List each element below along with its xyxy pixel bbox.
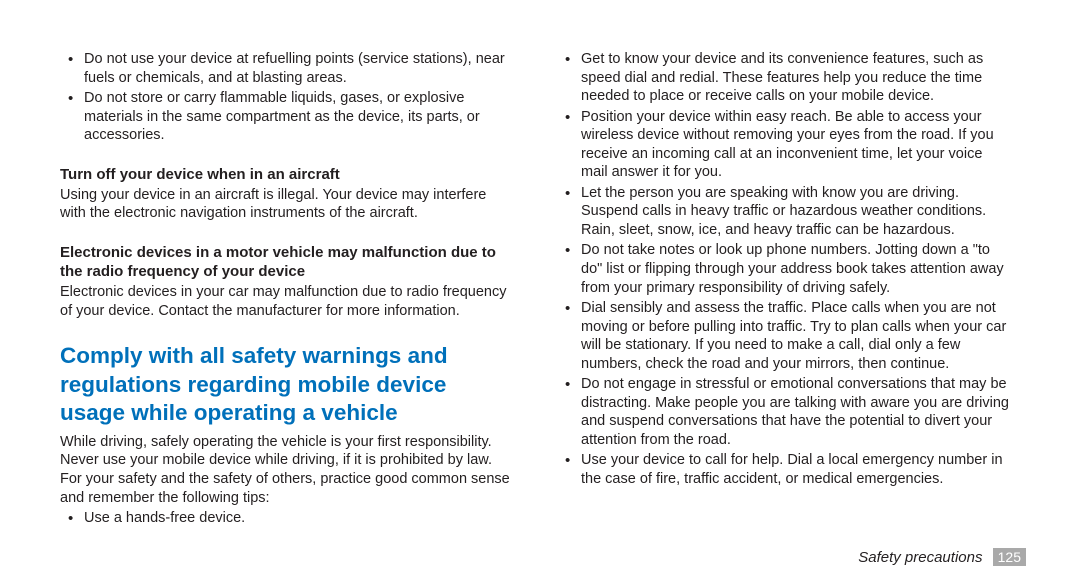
body-aircraft: Using your device in an aircraft is ille… bbox=[60, 186, 515, 223]
bullet-list-right: Get to know your device and its convenie… bbox=[557, 50, 1012, 489]
bullet-item: Let the person you are speaking with kno… bbox=[571, 184, 1012, 240]
bullet-item: Do not store or carry flammable liquids,… bbox=[74, 89, 515, 145]
bullet-item: Get to know your device and its convenie… bbox=[571, 50, 1012, 106]
bullet-item: Do not use your device at refuelling poi… bbox=[74, 50, 515, 87]
main-heading: Comply with all safety warnings and regu… bbox=[60, 342, 515, 426]
left-column: Do not use your device at refuelling poi… bbox=[60, 50, 515, 530]
right-column: Get to know your device and its convenie… bbox=[557, 50, 1012, 530]
body-main: While driving, safely operating the vehi… bbox=[60, 433, 515, 507]
footer: Safety precautions 125 bbox=[858, 548, 1026, 566]
bullet-list-top: Do not use your device at refuelling poi… bbox=[60, 50, 515, 145]
bullet-item: Position your device within easy reach. … bbox=[571, 108, 1012, 182]
bullet-item: Dial sensibly and assess the traffic. Pl… bbox=[571, 299, 1012, 373]
bullet-item: Use a hands-free device. bbox=[74, 509, 515, 528]
bullet-item: Do not take notes or look up phone numbe… bbox=[571, 241, 1012, 297]
footer-section-label: Safety precautions bbox=[858, 549, 982, 566]
bullet-list-bottom: Use a hands-free device. bbox=[60, 509, 515, 528]
page-body: Do not use your device at refuelling poi… bbox=[0, 0, 1080, 570]
bullet-item: Use your device to call for help. Dial a… bbox=[571, 451, 1012, 488]
bullet-item: Do not engage in stressful or emotional … bbox=[571, 375, 1012, 449]
subheading-aircraft: Turn off your device when in an aircraft bbox=[60, 165, 515, 184]
page-number-badge: 125 bbox=[993, 548, 1026, 566]
body-vehicle-rf: Electronic devices in your car may malfu… bbox=[60, 283, 515, 320]
subheading-vehicle-rf: Electronic devices in a motor vehicle ma… bbox=[60, 243, 515, 281]
